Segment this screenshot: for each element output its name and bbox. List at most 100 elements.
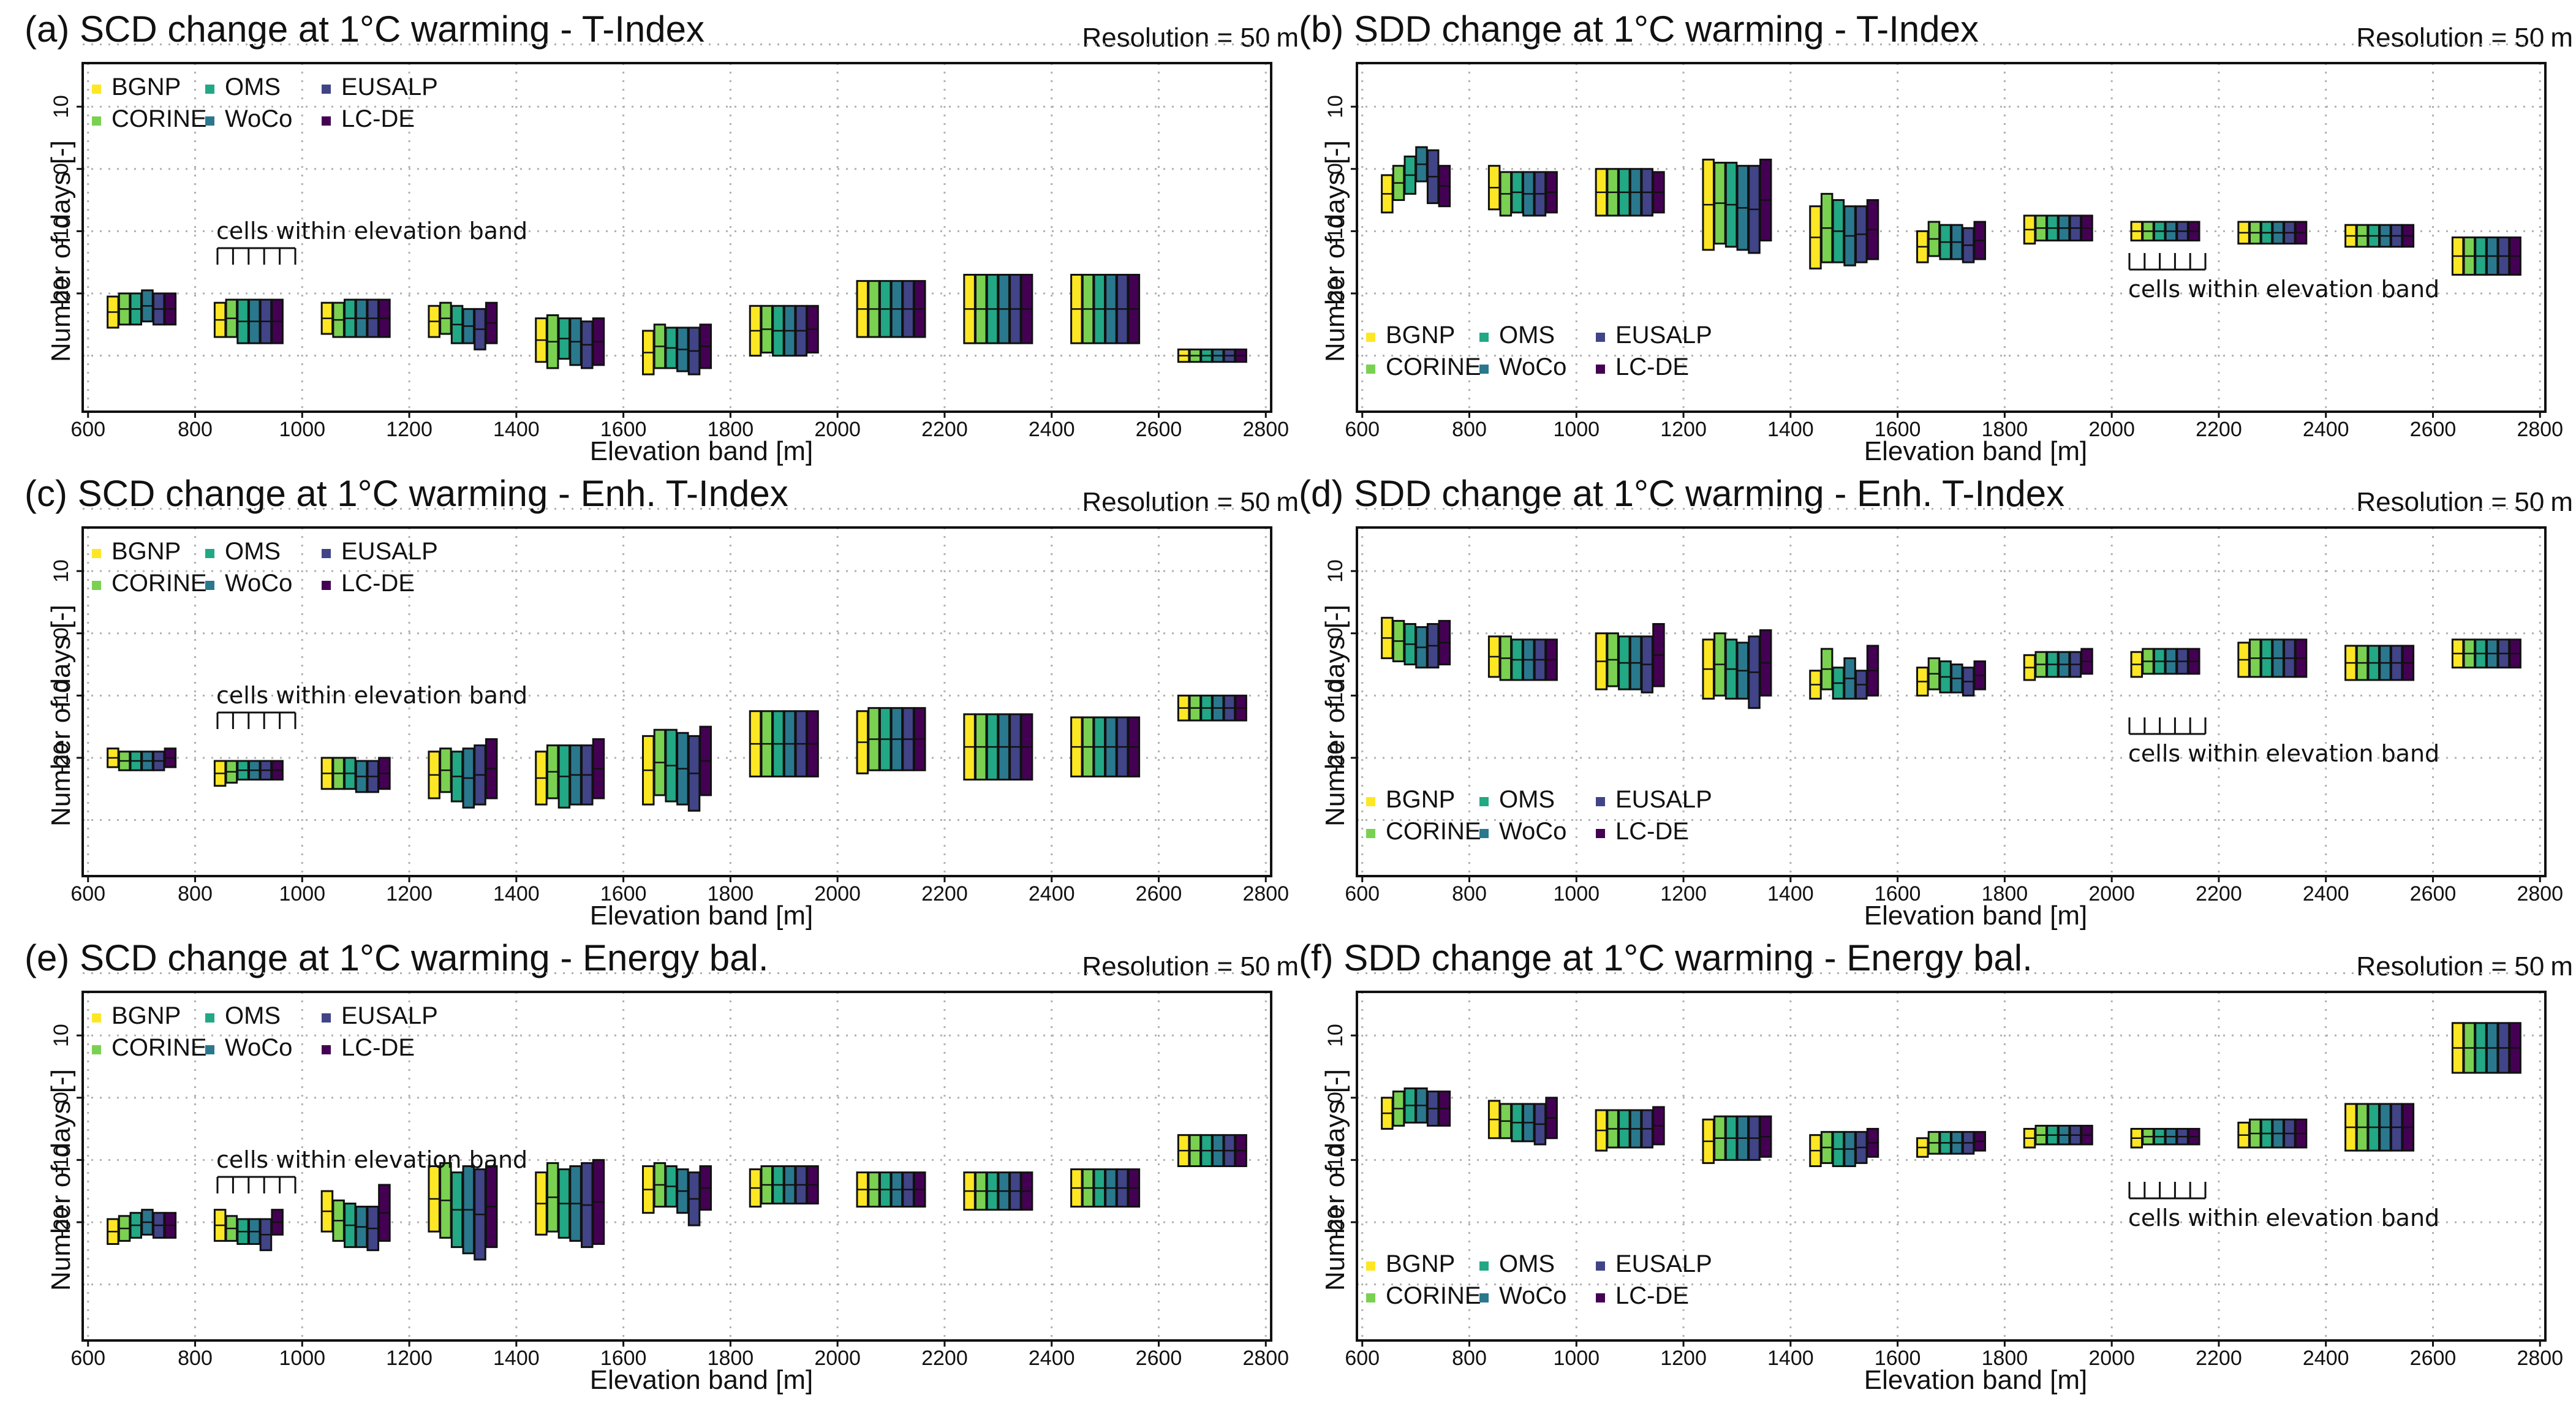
x-tick-label: 1800 (1982, 418, 2028, 441)
resolution-label: Resolution = 50 m (2356, 25, 2573, 51)
annotation-text: cells within elevation band (216, 682, 527, 709)
legend-label: WoCo (1499, 354, 1566, 380)
y-axis-label: Number of days [-] (46, 605, 76, 826)
annotation: cells within elevation band (2128, 1182, 2439, 1231)
y-tick-label: 10 (50, 559, 73, 583)
x-tick-label: 1000 (279, 418, 325, 441)
panel-title: (f) SDD change at 1°C warming - Energy b… (1299, 937, 2033, 978)
plot-area: 600 800 1000 1200 1400 1600 1800 2000 2200 2400 26… (1324, 43, 2563, 441)
x-tick-label: 2600 (1136, 1347, 1182, 1370)
legend-swatch (322, 85, 331, 94)
y-tick-label: 0 (1324, 627, 1347, 639)
resolution-label: Resolution = 50 m (1082, 25, 1299, 51)
x-axis-label: Elevation band [m] (1864, 1365, 2088, 1395)
x-tick-label: 2000 (814, 1347, 861, 1370)
legend-label: EUSALP (1615, 786, 1712, 813)
y-tick-label: -10 (1324, 216, 1347, 246)
plot-area: 600 800 1000 1200 1400 1600 1800 2000 2200 2400 26… (50, 508, 1289, 905)
x-tick-label: 1200 (386, 1347, 432, 1370)
plot-frame (1356, 526, 2547, 877)
y-tick-label: 10 (50, 1024, 73, 1047)
x-tick-label: 2400 (1029, 882, 1075, 905)
legend-swatch (92, 85, 101, 94)
legend: BGNP CORINE OMS WoCo EUSALP LC-DE (92, 74, 438, 132)
x-tick-label: 1800 (708, 882, 754, 905)
x-tick-label: 1000 (1553, 418, 1600, 441)
x-tick-label: 1200 (386, 882, 432, 905)
legend-swatch (92, 581, 101, 590)
y-tick-label: -20 (50, 278, 73, 308)
resolution-text: Resolution = 50 (2356, 951, 2545, 981)
x-tick-label: 1600 (1875, 882, 1921, 905)
legend-swatch (205, 549, 214, 558)
x-axis-label: Elevation band [m] (589, 1365, 814, 1395)
y-tick-label: 10 (1324, 95, 1347, 118)
x-tick-label: 2600 (2410, 418, 2457, 441)
legend-swatch (1479, 365, 1489, 374)
y-tick-label: -10 (1324, 681, 1347, 711)
plot-area: 600 800 1000 1200 1400 1600 1800 2000 2200 2400 26… (50, 43, 1289, 441)
resolution-unit: m (1276, 23, 1299, 53)
x-tick-label: 2800 (1242, 1347, 1289, 1370)
x-tick-label: 1600 (600, 418, 647, 441)
legend-label: OMS (1499, 786, 1555, 813)
resolution-label: Resolution = 50 m (1082, 489, 1299, 516)
x-tick-label: 1200 (1660, 1347, 1707, 1370)
legend: BGNP CORINE OMS WoCo EUSALP LC-DE (92, 1002, 438, 1061)
legend-swatch (1596, 365, 1605, 374)
legend-label: CORINE (111, 105, 207, 132)
x-axis-label: Elevation band [m] (1864, 901, 2088, 931)
x-axis: 600 800 1000 1200 1400 1600 1800 2000 2200 2400 26… (70, 876, 1289, 905)
y-tick-label: -20 (1324, 278, 1347, 308)
y-axis: 10 0 -10 -20 (1324, 95, 1357, 309)
annotation-text: cells within elevation band (2128, 1204, 2439, 1231)
y-axis: 10 0 -10 -20 (50, 1024, 83, 1238)
legend-label: OMS (225, 1002, 281, 1029)
annotation: cells within elevation band (2128, 253, 2439, 303)
legend-swatch (1596, 1293, 1605, 1302)
y-tick-label: -10 (1324, 1145, 1347, 1175)
legend-swatch (322, 116, 331, 126)
panel-title: (a) SCD change at 1°C warming - T-Index (25, 9, 704, 50)
x-tick-label: 800 (1452, 882, 1487, 905)
legend-label: WoCo (225, 570, 292, 597)
x-tick-label: 2400 (1029, 418, 1075, 441)
grid (83, 43, 1271, 412)
x-tick-label: 1200 (1660, 418, 1707, 441)
legend-swatch (1479, 1293, 1489, 1302)
legend-swatch (322, 1013, 331, 1023)
resolution-unit: m (2550, 23, 2573, 53)
legend-label: OMS (225, 538, 281, 565)
x-tick-label: 2800 (1242, 882, 1289, 905)
y-tick-label: 0 (1324, 1092, 1347, 1103)
x-tick-label: 2600 (1136, 418, 1182, 441)
legend-swatch (205, 85, 214, 94)
panel-title: (e) SCD change at 1°C warming - Energy b… (25, 937, 769, 978)
x-tick-label: 2000 (2088, 882, 2135, 905)
legend-swatch (1596, 829, 1605, 838)
x-tick-label: 1600 (600, 882, 647, 905)
y-tick-label: -10 (50, 1145, 73, 1175)
legend-label: WoCo (1499, 818, 1566, 845)
annotation: cells within elevation band (216, 682, 527, 729)
panel-title: (d) SDD change at 1°C warming - Enh. T-I… (1299, 473, 2065, 514)
y-axis-label: Number of days [-] (1320, 1069, 1350, 1291)
legend-swatch (1366, 1261, 1375, 1271)
legend: BGNP CORINE OMS WoCo EUSALP LC-DE (92, 538, 438, 597)
legend-label: LC-DE (1615, 1282, 1689, 1309)
x-tick-label: 800 (1452, 418, 1487, 441)
annotation-text: cells within elevation band (216, 217, 527, 244)
legend-label: LC-DE (341, 105, 415, 132)
y-tick-label: -10 (50, 216, 73, 246)
x-tick-label: 1400 (493, 418, 540, 441)
grid (1357, 43, 2545, 412)
legend-swatch (205, 581, 214, 590)
y-tick-label: 10 (1324, 559, 1347, 583)
x-tick-label: 2200 (921, 882, 968, 905)
panel-a: (a) SCD change at 1°C warming - T-Index … (25, 0, 1299, 466)
legend-swatch (1366, 333, 1375, 342)
legend-swatch (1596, 1261, 1605, 1271)
panel-e: (e) SCD change at 1°C warming - Energy b… (25, 929, 1299, 1394)
annotation-text: cells within elevation band (2128, 740, 2439, 767)
legend-label: BGNP (111, 1002, 181, 1029)
